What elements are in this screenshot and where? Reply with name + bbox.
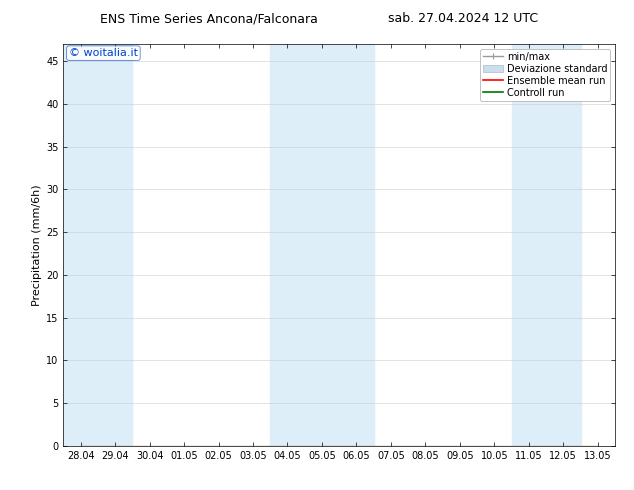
- Text: ENS Time Series Ancona/Falconara: ENS Time Series Ancona/Falconara: [100, 12, 318, 25]
- Y-axis label: Precipitation (mm/6h): Precipitation (mm/6h): [32, 184, 42, 306]
- Text: sab. 27.04.2024 12 UTC: sab. 27.04.2024 12 UTC: [388, 12, 538, 25]
- Text: © woitalia.it: © woitalia.it: [69, 48, 138, 58]
- Bar: [270, 44, 373, 446]
- Bar: [63, 44, 133, 446]
- Bar: [512, 44, 581, 446]
- Legend: min/max, Deviazione standard, Ensemble mean run, Controll run: min/max, Deviazione standard, Ensemble m…: [481, 49, 610, 100]
